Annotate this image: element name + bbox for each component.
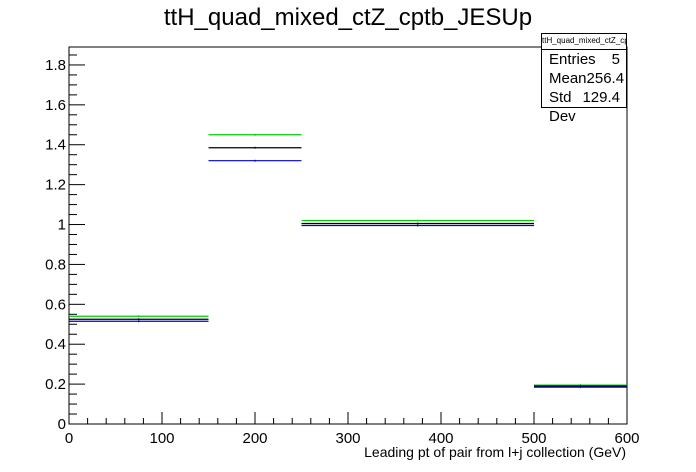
x-tick-label: 600: [614, 430, 639, 447]
stats-row-stddev: Std Dev 129.4: [542, 88, 626, 125]
stats-value: 129.4: [582, 89, 620, 106]
stats-row-mean: Mean 256.4: [542, 69, 626, 88]
y-tick-label: 0.2: [45, 376, 66, 393]
stats-label: Std Dev: [549, 89, 576, 125]
x-axis-title: Leading pt of pair from l+j collection (…: [364, 444, 626, 460]
x-tick-label: 500: [521, 430, 546, 447]
y-tick-label: 1: [58, 217, 66, 234]
stats-box-title: ttH_quad_mixed_ctZ_cptb_JESUp: [542, 34, 626, 50]
chart-title: ttH_quad_mixed_ctZ_cptb_JESUp: [163, 4, 533, 31]
stats-value: 5: [611, 51, 620, 68]
stats-label: Mean: [549, 70, 587, 87]
y-tick-label: 0.8: [45, 256, 66, 273]
stats-box: ttH_quad_mixed_ctZ_cptb_JESUp Entries 5 …: [541, 33, 627, 125]
y-tick-label: 0.6: [45, 296, 66, 313]
stats-value: 256.4: [586, 70, 625, 87]
y-tick-label: 0.4: [45, 336, 66, 353]
y-tick-label: 1.2: [45, 177, 66, 194]
x-tick-label: 300: [335, 430, 360, 447]
x-tick-label: 200: [242, 430, 267, 447]
y-tick-label: 1.8: [45, 57, 66, 74]
y-tick-label: 0: [58, 416, 66, 433]
stats-row-entries: Entries 5: [542, 50, 626, 69]
x-tick-label: 400: [428, 430, 453, 447]
x-tick-label: 0: [65, 430, 73, 447]
stats-label: Entries: [549, 51, 596, 68]
x-tick-label: 100: [149, 430, 174, 447]
y-tick-label: 1.6: [45, 97, 66, 114]
y-tick-label: 1.4: [45, 137, 66, 154]
